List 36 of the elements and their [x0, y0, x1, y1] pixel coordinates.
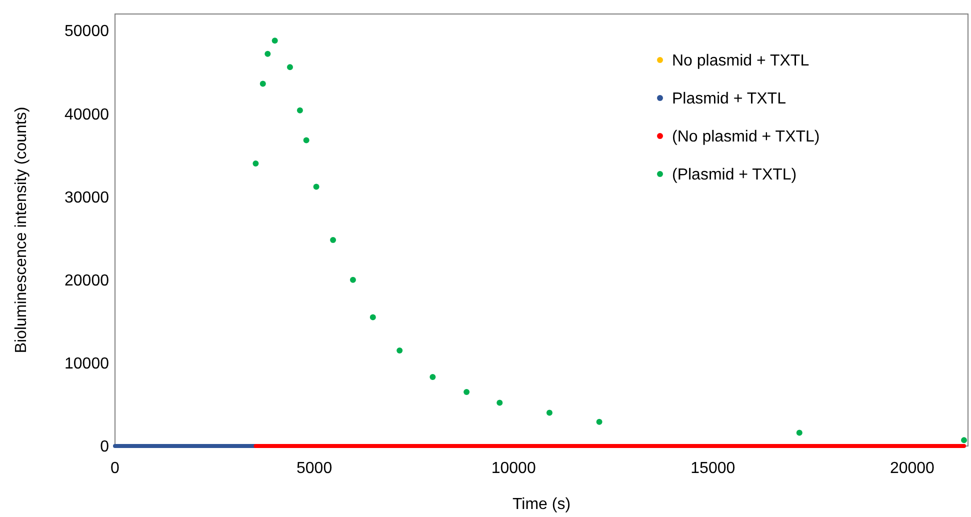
point: [272, 38, 278, 44]
point: [330, 236, 336, 243]
y-tick-label: 20000: [64, 272, 110, 290]
point: [961, 437, 968, 444]
point: [496, 400, 503, 406]
point: [252, 160, 259, 167]
point: [430, 374, 436, 380]
point: [796, 430, 802, 436]
legend-label: (Plasmid + TXTL): [672, 166, 797, 184]
point: [596, 418, 602, 425]
legend-label: No plasmid + TXTL: [672, 52, 810, 70]
point: [396, 347, 403, 354]
y-tick-label: 10000: [64, 356, 110, 373]
legend-label: Plasmid + TXTL: [672, 90, 786, 108]
x-axis-title: Time (s): [512, 496, 571, 513]
y-axis-title: Bioluminescence intensity (counts): [13, 106, 30, 354]
point: [286, 64, 293, 70]
y-tick-label: 30000: [64, 189, 110, 206]
point: [303, 137, 310, 144]
legend-label: (No plasmid + TXTL): [672, 128, 820, 146]
point: [264, 50, 271, 57]
x-tick-label: 5000: [296, 460, 332, 477]
point: [350, 276, 356, 283]
point: [546, 410, 552, 416]
x-tick-label: 15000: [690, 460, 736, 477]
y-tick-label: 0: [100, 438, 110, 456]
point: [296, 107, 303, 114]
point: [313, 184, 320, 190]
x-tick-label: 20000: [890, 460, 935, 477]
y-tick-label: 40000: [64, 106, 110, 124]
point: [370, 314, 376, 320]
point: [464, 389, 470, 395]
point: [260, 80, 266, 87]
x-tick-label: 10000: [491, 460, 536, 477]
x-tick-label: 0: [110, 460, 120, 477]
y-tick-label: 50000: [64, 23, 110, 40]
